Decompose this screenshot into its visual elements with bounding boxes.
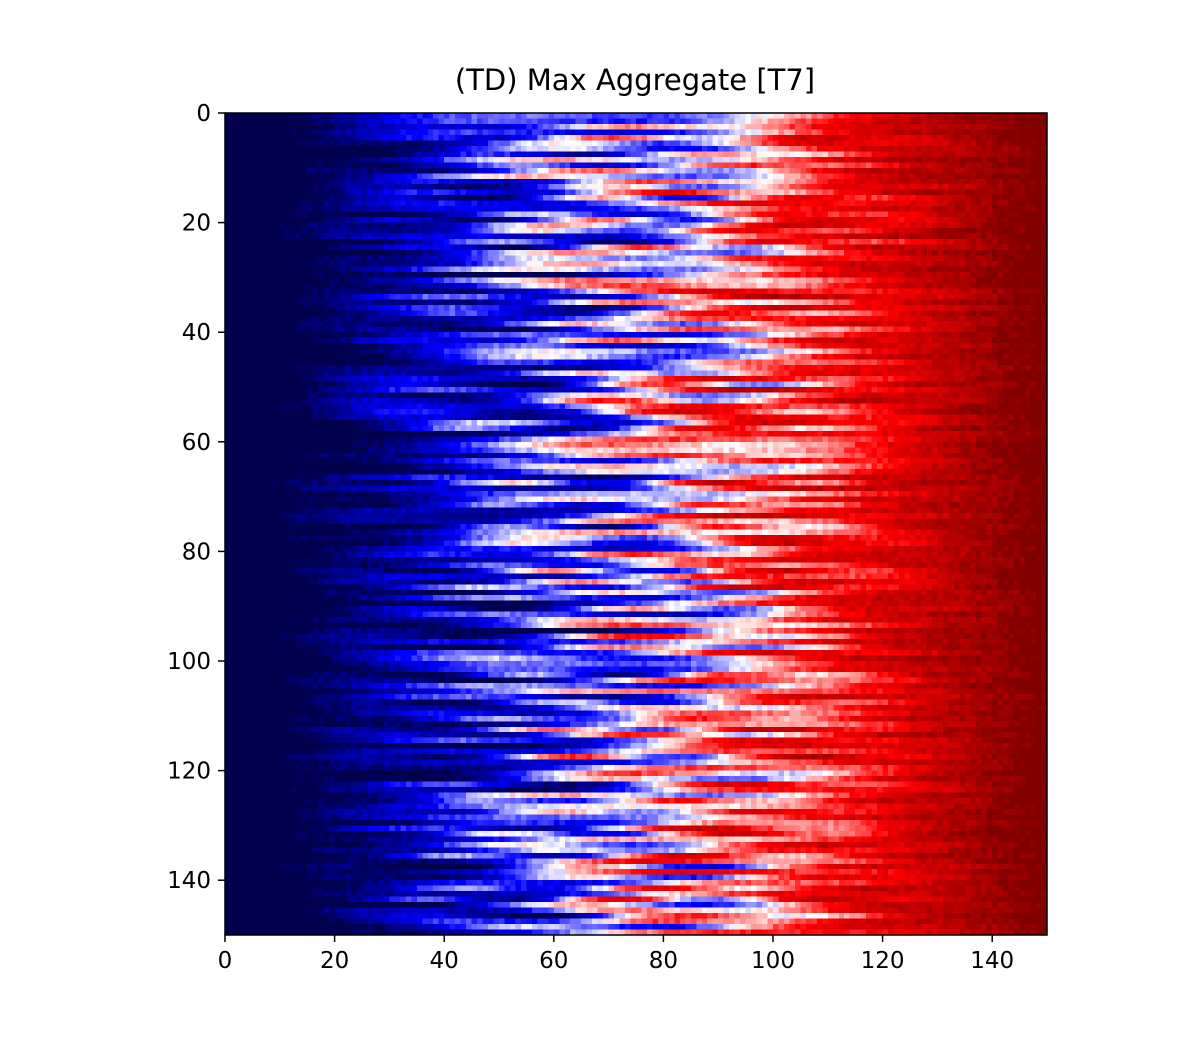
heatmap-image <box>225 113 1047 935</box>
plot-frame <box>224 112 1048 936</box>
heatmap-raster <box>225 113 1047 935</box>
x-axis: 0 20 40 60 80 100 120 140 <box>218 935 1014 974</box>
x-tick-label: 80 <box>649 948 678 974</box>
x-tick-label: 0 <box>218 948 233 974</box>
x-tick-label: 100 <box>751 948 795 974</box>
x-tick-label: 60 <box>539 948 568 974</box>
y-tick-label: 0 <box>196 101 211 127</box>
x-tick-label: 140 <box>970 948 1014 974</box>
y-tick-label: 40 <box>182 320 211 346</box>
x-tick-label: 40 <box>430 948 459 974</box>
y-tick-label: 20 <box>182 211 211 237</box>
y-tick-label: 60 <box>182 430 211 456</box>
y-tick-label: 120 <box>167 759 211 785</box>
x-tick-label: 120 <box>861 948 905 974</box>
y-axis: 0 20 40 60 80 100 120 140 <box>167 101 225 894</box>
chart-title: (TD) Max Aggregate [T7] <box>455 63 815 97</box>
y-tick-label: 140 <box>167 868 211 894</box>
y-tick-label: 80 <box>182 539 211 565</box>
y-tick-label: 100 <box>167 649 211 675</box>
x-tick-label: 20 <box>320 948 349 974</box>
